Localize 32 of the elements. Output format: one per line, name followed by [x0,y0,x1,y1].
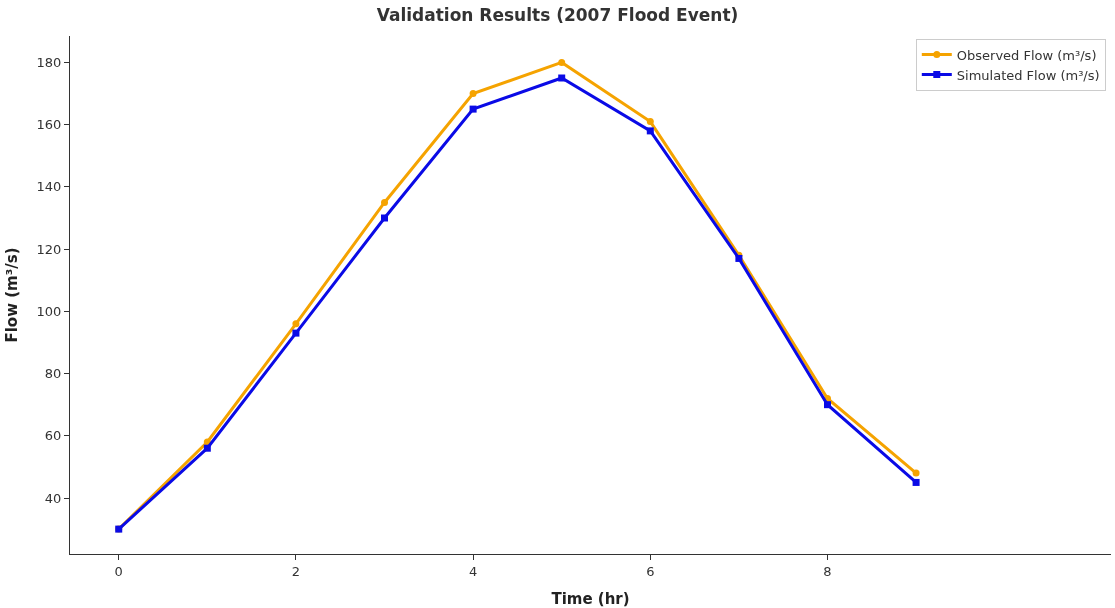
point [381,198,389,206]
x-tick-label: 8 [823,563,832,579]
x-tick-label: 2 [291,563,301,579]
point [912,469,920,477]
point [203,444,211,452]
y-tick-label: 100 [36,303,62,319]
point [558,58,566,66]
y-tick-label: 40 [44,490,62,506]
point [823,401,831,409]
point [469,90,477,98]
x-axis-title: Time (hr) [551,589,630,608]
y-tick-label: 140 [36,179,62,195]
y-tick-label: 80 [44,366,62,382]
legend-label: Observed Flow (m³/s) [956,47,1097,63]
y-tick-label: 120 [36,241,62,257]
point [912,478,920,486]
point [292,329,300,337]
point [292,320,300,328]
chart-title: Validation Results (2007 Flood Event) [376,5,739,26]
point [558,74,566,82]
x-tick-label: 4 [468,563,478,579]
y-axis-title: Flow (m³/s) [2,247,21,343]
point [469,105,477,113]
y-tick-label: 180 [36,54,62,70]
point [381,214,389,222]
point [646,127,654,135]
y-tick-label: 60 [44,428,62,444]
y-tick-label: 160 [36,117,62,133]
x-tick-label: 0 [114,563,123,579]
point [646,118,654,126]
x-tick-label: 6 [646,563,655,579]
legend-label: Simulated Flow (m³/s) [956,67,1100,83]
